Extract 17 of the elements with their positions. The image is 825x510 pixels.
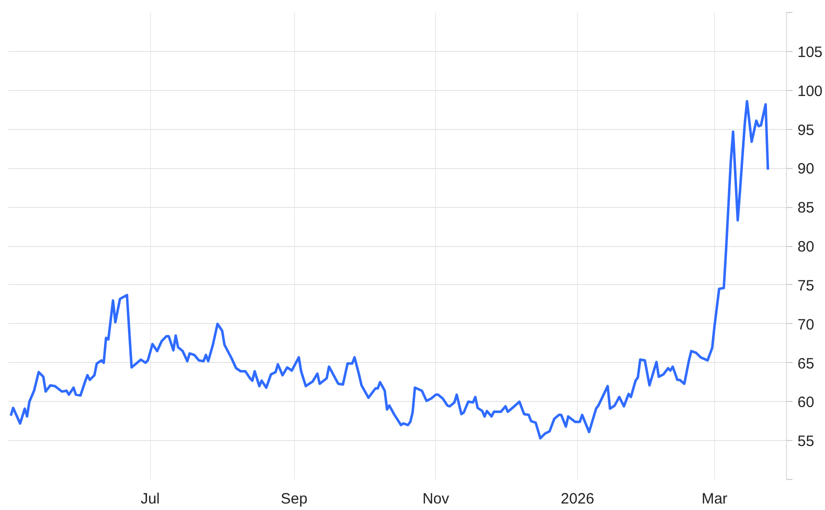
- y-tick-label: 65: [798, 355, 814, 372]
- x-tick-label: Mar: [702, 490, 728, 508]
- x-tick-label: 2026: [560, 490, 594, 508]
- y-tick-label: 95: [798, 122, 814, 139]
- x-tick-label: Jul: [140, 490, 160, 508]
- x-tick-label: Sep: [280, 490, 308, 508]
- y-tick-label: 105: [798, 44, 823, 61]
- y-tick-label: 60: [798, 394, 814, 412]
- y-tick-label: 80: [798, 238, 814, 256]
- y-tick-label: 70: [798, 316, 814, 334]
- y-tick-label: 55: [798, 433, 814, 450]
- line-series: [10, 100, 770, 440]
- y-tick-label: 85: [798, 200, 814, 217]
- y-tick-label: 100: [798, 82, 823, 100]
- y-tick-label: 75: [798, 277, 814, 294]
- x-tick-label: Nov: [422, 490, 450, 508]
- y-tick-label: 90: [798, 160, 814, 178]
